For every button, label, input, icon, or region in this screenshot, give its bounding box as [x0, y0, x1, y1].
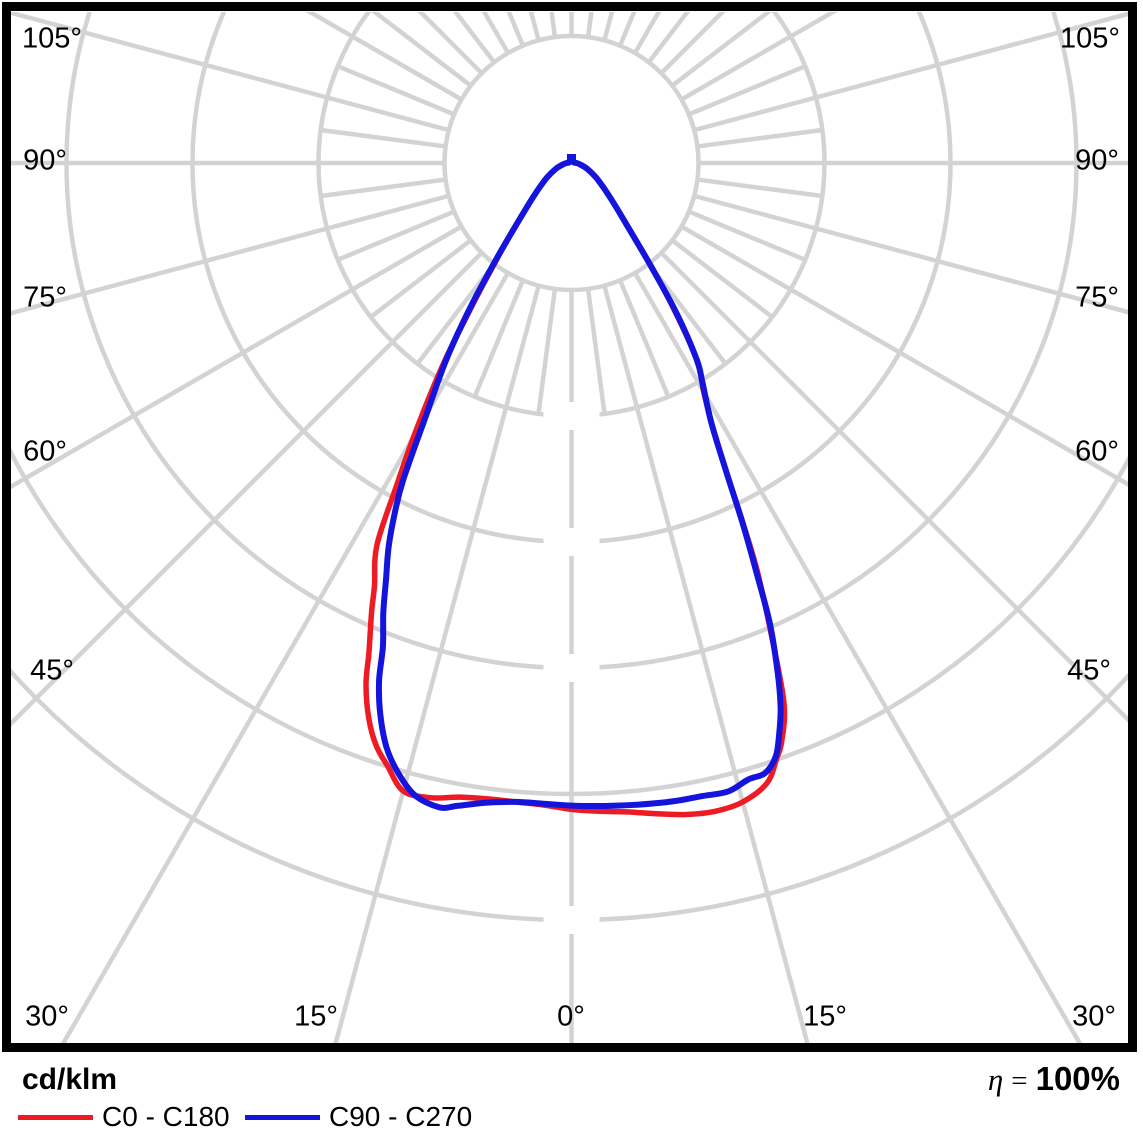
angle-tick-label: 15° — [294, 1000, 338, 1033]
light-output-ratio: η = 100% — [988, 1060, 1120, 1098]
curve-C90-C270 — [375, 159, 784, 811]
angle-tick-label: 75° — [23, 281, 67, 314]
curve-peak-marker — [567, 154, 576, 163]
eta-symbol: η — [987, 1062, 1004, 1097]
angle-tick-label: 45° — [30, 654, 74, 687]
legend-item-c90-c270: C90 - C270 — [245, 1103, 472, 1131]
plot-frame — [2, 2, 1137, 1052]
angle-tick-label: 105° — [22, 22, 82, 55]
units-label: cd/klm — [22, 1063, 118, 1096]
legend-item-c0-c180: C0 - C180 — [18, 1103, 230, 1131]
angle-tick-label: 60° — [1075, 435, 1119, 468]
angle-tick-label: 90° — [23, 144, 67, 177]
angle-tick-label: 60° — [23, 435, 67, 468]
angle-tick-label: 30° — [1072, 1000, 1116, 1033]
intensity-curves — [363, 159, 788, 818]
angle-tick-label: 45° — [1067, 654, 1111, 687]
angle-tick-label: 105° — [1060, 22, 1120, 55]
angle-tick-label: 15° — [803, 1000, 847, 1033]
angle-tick-label: 0° — [557, 1000, 585, 1033]
angle-tick-label: 90° — [1075, 144, 1119, 177]
legend-swatch-red — [18, 1114, 93, 1120]
angle-tick-label: 30° — [25, 1000, 69, 1033]
legend-label-c0-c180: C0 - C180 — [102, 1101, 230, 1132]
legend-swatch-blue — [245, 1114, 320, 1120]
eta-equals: = — [1011, 1065, 1028, 1097]
legend-label-c90-c270: C90 - C270 — [329, 1101, 473, 1132]
angle-tick-label: 75° — [1075, 281, 1119, 314]
eta-value: 100% — [1035, 1060, 1120, 1097]
